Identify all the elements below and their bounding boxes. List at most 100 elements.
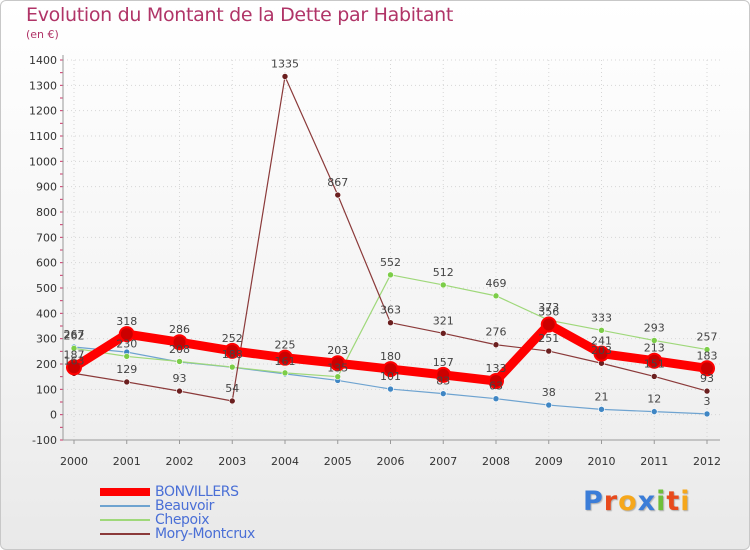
logo-letter: i bbox=[656, 486, 667, 517]
data-label-bonvillers: 187 bbox=[64, 348, 85, 361]
data-label-mory-montcrux: 321 bbox=[433, 314, 454, 327]
data-label-beauvoir: 63 bbox=[489, 380, 503, 393]
legend-swatch-mory-montcrux bbox=[100, 533, 150, 535]
data-label-beauvoir: 83 bbox=[436, 375, 450, 388]
data-label-mory-montcrux: 1335 bbox=[271, 57, 299, 70]
data-label-bonvillers: 356 bbox=[538, 305, 559, 318]
chart-subtitle: (en €) bbox=[26, 28, 59, 41]
data-label-beauvoir: 3 bbox=[704, 395, 711, 408]
data-label-bonvillers: 183 bbox=[697, 349, 718, 362]
data-label-bonvillers: 252 bbox=[222, 332, 243, 345]
data-point-bonvillers bbox=[699, 360, 715, 377]
data-point-mory-montcrux bbox=[492, 341, 500, 349]
data-label-bonvillers: 180 bbox=[380, 350, 401, 363]
y-tick-label: 200 bbox=[36, 358, 57, 371]
data-label-mory-montcrux: 276 bbox=[486, 326, 507, 339]
y-tick-label: 900 bbox=[36, 181, 57, 194]
data-point-mory-montcrux bbox=[650, 373, 658, 380]
data-point-beauvoir bbox=[650, 408, 658, 415]
y-tick-label: 800 bbox=[36, 206, 57, 219]
data-point-bonvillers bbox=[488, 372, 504, 389]
data-point-mory-montcrux bbox=[176, 387, 183, 395]
data-point-mory-montcrux bbox=[703, 387, 711, 395]
data-label-chepoix: 512 bbox=[433, 266, 454, 279]
legend-label-chepoix: Chepoix bbox=[155, 512, 210, 528]
y-tick-label: 1000 bbox=[29, 155, 57, 168]
y-tick-label: 100 bbox=[36, 383, 57, 396]
x-tick-label: 2012 bbox=[693, 455, 721, 468]
x-tick-label: 2003 bbox=[218, 455, 246, 468]
x-tick-label: 2011 bbox=[640, 455, 668, 468]
data-label-chepoix: 373 bbox=[538, 301, 559, 314]
data-point-chepoix bbox=[650, 337, 658, 344]
data-point-mory-montcrux bbox=[439, 330, 447, 337]
x-tick-label: 2007 bbox=[429, 455, 457, 468]
x-tick-label: 2001 bbox=[113, 455, 141, 468]
data-label-chepoix: 333 bbox=[591, 311, 612, 324]
data-point-beauvoir bbox=[598, 406, 605, 413]
data-point-chepoix bbox=[334, 373, 342, 380]
data-label-bonvillers: 157 bbox=[433, 356, 454, 369]
data-point-mory-montcrux bbox=[123, 378, 131, 386]
data-label-chepoix: 469 bbox=[486, 277, 507, 290]
data-label-bonvillers: 286 bbox=[169, 323, 190, 336]
x-tick-label: 2008 bbox=[482, 455, 510, 468]
data-point-bonvillers bbox=[382, 361, 399, 378]
y-tick-label: 300 bbox=[36, 333, 57, 346]
data-label-mory-montcrux: 129 bbox=[116, 363, 137, 376]
data-point-chepoix bbox=[387, 271, 394, 279]
data-label-bonvillers: 318 bbox=[116, 315, 137, 328]
data-point-bonvillers bbox=[66, 359, 82, 376]
logo-letter: i bbox=[680, 486, 691, 517]
legend-swatch-beauvoir bbox=[100, 505, 150, 507]
data-label-mory-montcrux: 867 bbox=[327, 176, 348, 189]
data-label-mory-montcrux: 93 bbox=[173, 372, 187, 385]
x-tick-label: 2004 bbox=[271, 455, 299, 468]
legend-label-mory-montcrux: Mory-Montcrux bbox=[155, 526, 255, 542]
data-label-mory-montcrux: 54 bbox=[225, 382, 239, 395]
legend-swatch-bonvillers bbox=[100, 488, 150, 496]
data-point-mory-montcrux bbox=[545, 347, 553, 355]
data-label-beauvoir: 135 bbox=[327, 361, 348, 374]
data-point-beauvoir bbox=[492, 395, 500, 403]
x-tick-label: 2010 bbox=[588, 455, 616, 468]
legend-label-bonvillers: BONVILLERS bbox=[155, 484, 239, 500]
data-point-mory-montcrux bbox=[387, 319, 394, 327]
data-label-beauvoir: 208 bbox=[169, 343, 190, 356]
data-label-chepoix: 230 bbox=[116, 337, 137, 350]
legend-label-beauvoir: Beauvoir bbox=[155, 498, 214, 514]
data-label-beauvoir: 21 bbox=[595, 390, 609, 403]
y-tick-label: 600 bbox=[36, 257, 57, 270]
proxiti-logo: Proxiti bbox=[583, 486, 691, 517]
data-label-mory-montcrux: 203 bbox=[591, 344, 612, 357]
logo-letter: P bbox=[583, 486, 604, 517]
data-label-mory-montcrux: 251 bbox=[538, 332, 559, 345]
chart-title: Evolution du Montant de la Dette par Hab… bbox=[26, 4, 454, 26]
data-point-chepoix bbox=[228, 363, 236, 371]
data-point-beauvoir bbox=[545, 401, 553, 409]
data-point-chepoix bbox=[281, 369, 289, 377]
y-tick-label: -100 bbox=[32, 434, 57, 447]
y-tick-label: 1100 bbox=[29, 130, 57, 143]
data-point-bonvillers bbox=[329, 355, 346, 372]
data-point-bonvillers bbox=[118, 326, 135, 343]
data-label-chepoix: 552 bbox=[380, 256, 401, 269]
data-label-chepoix: 293 bbox=[644, 321, 665, 334]
data-label-mory-montcrux: 163 bbox=[64, 354, 85, 367]
x-tick-label: 2006 bbox=[377, 455, 405, 468]
data-point-mory-montcrux bbox=[281, 73, 289, 80]
data-point-beauvoir bbox=[439, 390, 447, 397]
data-point-bonvillers bbox=[646, 352, 663, 369]
y-tick-label: 700 bbox=[36, 231, 57, 244]
data-point-chepoix bbox=[70, 344, 78, 352]
data-point-bonvillers bbox=[540, 316, 557, 333]
x-tick-label: 2009 bbox=[535, 455, 563, 468]
y-tick-label: 1400 bbox=[29, 54, 57, 67]
data-point-bonvillers bbox=[593, 345, 610, 362]
data-label-bonvillers: 133 bbox=[486, 362, 507, 375]
data-point-chepoix bbox=[176, 358, 183, 365]
x-tick-label: 2000 bbox=[60, 455, 88, 468]
logo-letter: o bbox=[618, 486, 638, 517]
